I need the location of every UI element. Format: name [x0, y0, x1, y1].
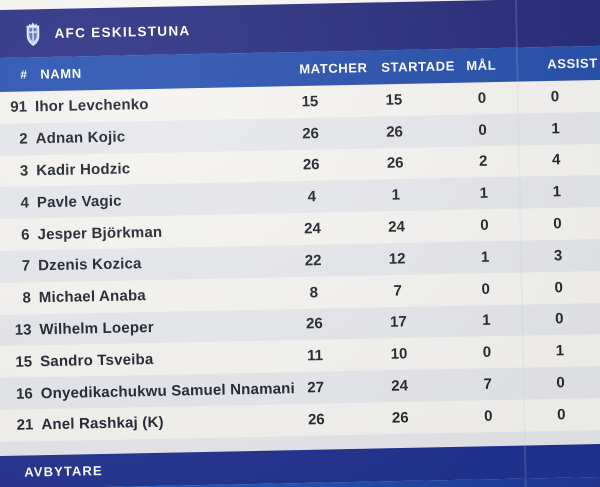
player-goals: 1 [479, 184, 489, 203]
player-matches: 26 [302, 156, 320, 174]
column-header-assists: ASSIST [547, 55, 598, 72]
player-goals: 0 [480, 216, 489, 234]
column-header-goals: MÅL [466, 57, 497, 74]
club-header: AFC ESKILSTUNA [0, 0, 600, 59]
player-matches: 15 [301, 92, 319, 111]
player-matches: 24 [303, 220, 322, 238]
player-number: 91 [10, 98, 28, 117]
player-goals: 7 [483, 375, 492, 393]
player-started: 26 [386, 154, 404, 173]
player-goals: 0 [481, 280, 491, 298]
player-number: 21 [16, 416, 34, 435]
player-assists: 4 [551, 151, 561, 169]
player-goals: 2 [478, 153, 488, 171]
player-started: 24 [387, 218, 405, 236]
club-crest-icon [23, 20, 43, 47]
player-assists: 0 [553, 215, 562, 233]
player-number: 16 [15, 384, 33, 403]
player-assists: 1 [555, 342, 565, 360]
player-started: 26 [386, 123, 404, 141]
player-number: 8 [22, 289, 32, 307]
player-matches: 22 [304, 251, 322, 270]
player-goals: 0 [478, 121, 487, 139]
player-started: 10 [390, 345, 408, 363]
players-table: 91 Ihor Levchenko 15 15 0 0 2 Adnan Koji… [0, 80, 600, 457]
player-started: 1 [391, 186, 401, 204]
player-goals: 1 [482, 312, 491, 330]
player-started: 12 [388, 250, 406, 268]
player-started: 15 [385, 91, 403, 109]
player-number: 7 [21, 257, 31, 275]
player-matches: 11 [306, 347, 324, 365]
player-assists: 0 [556, 406, 566, 424]
player-number: 2 [19, 130, 28, 148]
player-matches: 26 [307, 410, 325, 429]
player-number: 15 [15, 353, 33, 371]
club-name: AFC ESKILSTUNA [54, 22, 191, 41]
player-assists: 0 [556, 374, 565, 392]
player-assists: 3 [553, 247, 563, 265]
player-assists: 1 [552, 183, 562, 201]
substitutes-label: AVBYTARE [24, 463, 103, 480]
player-goals: 0 [482, 343, 492, 362]
player-assists: 0 [550, 88, 560, 106]
player-matches: 4 [307, 188, 317, 206]
player-number: 13 [14, 321, 32, 339]
player-matches: 26 [305, 315, 323, 333]
player-started: 26 [391, 409, 409, 427]
player-number: 6 [21, 226, 30, 244]
player-goals: 0 [483, 407, 493, 425]
player-started: 24 [391, 377, 409, 395]
column-header-number: # [20, 67, 28, 82]
player-assists: 0 [554, 278, 564, 297]
player-goals: 0 [477, 89, 487, 107]
column-header-name: NAMN [40, 65, 82, 82]
player-number: 4 [20, 194, 30, 212]
player-started: 7 [393, 282, 403, 300]
player-assists: 1 [551, 119, 560, 138]
player-assists: 0 [555, 310, 564, 328]
player-goals: 1 [480, 248, 490, 266]
player-started: 17 [389, 313, 407, 332]
player-matches: 26 [302, 124, 320, 143]
player-matches: 8 [309, 283, 319, 301]
column-header-started: STARTADE [381, 58, 456, 75]
column-header-matches: MATCHER [299, 60, 368, 77]
player-matches: 27 [307, 379, 325, 397]
player-number: 3 [19, 162, 29, 180]
